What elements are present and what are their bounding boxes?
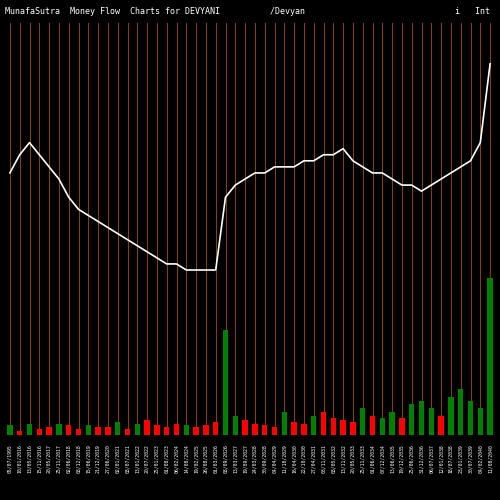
Bar [184, 426, 189, 435]
Bar [478, 408, 483, 435]
Bar [409, 404, 414, 435]
Bar [448, 397, 454, 435]
Bar [76, 430, 81, 435]
Bar [380, 418, 385, 435]
Bar [174, 424, 179, 435]
Bar [242, 420, 248, 435]
Bar [311, 416, 316, 435]
Bar [390, 412, 395, 435]
Bar [46, 428, 52, 435]
Bar [203, 426, 208, 435]
Bar [232, 416, 238, 435]
Bar [282, 412, 287, 435]
Bar [36, 430, 42, 435]
Bar [488, 278, 493, 435]
Bar [194, 428, 199, 435]
Bar [96, 428, 101, 435]
Bar [223, 330, 228, 435]
Bar [252, 424, 258, 435]
Bar [360, 408, 366, 435]
Bar [292, 422, 297, 435]
Bar [144, 420, 150, 435]
Bar [468, 400, 473, 435]
Bar [272, 428, 277, 435]
Bar [7, 426, 12, 435]
Bar [213, 422, 218, 435]
Bar [321, 412, 326, 435]
Bar [458, 389, 464, 435]
Text: MunafaSutra  Money Flow  Charts for DEVYANI          /Devyan                    : MunafaSutra Money Flow Charts for DEVYAN… [5, 8, 490, 16]
Bar [56, 424, 62, 435]
Bar [340, 420, 346, 435]
Bar [419, 400, 424, 435]
Bar [134, 424, 140, 435]
Bar [125, 430, 130, 435]
Bar [399, 418, 404, 435]
Bar [27, 424, 32, 435]
Bar [66, 426, 71, 435]
Bar [154, 426, 160, 435]
Bar [438, 416, 444, 435]
Bar [262, 426, 268, 435]
Bar [428, 408, 434, 435]
Bar [330, 418, 336, 435]
Bar [115, 422, 120, 435]
Bar [350, 422, 356, 435]
Bar [105, 428, 110, 435]
Bar [17, 431, 22, 435]
Bar [370, 416, 375, 435]
Bar [86, 426, 91, 435]
Bar [301, 424, 306, 435]
Bar [164, 428, 170, 435]
